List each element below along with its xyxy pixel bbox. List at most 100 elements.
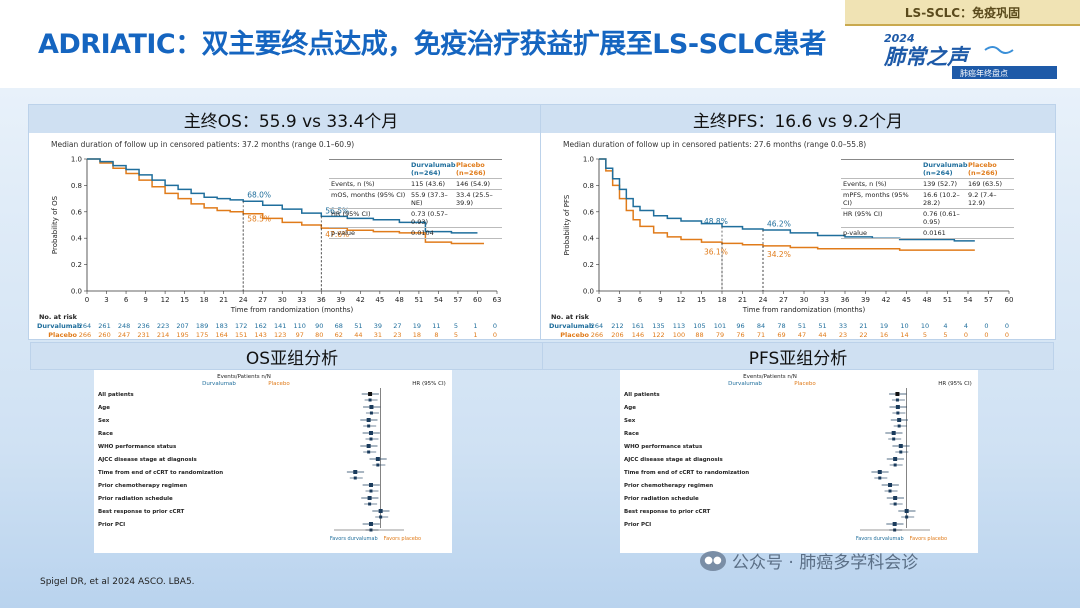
x-tick-label: 57 [984, 296, 993, 304]
os-forest-durva-header: Durvalumab [202, 381, 236, 387]
os-row-key: HR (95% CI) [331, 210, 371, 218]
pfs-forest-row-label: Race [624, 431, 639, 437]
os-risk-placebo-value: 260 [98, 330, 111, 339]
pfs-row-key: HR (95% CI) [843, 210, 883, 218]
x-axis-label: Time from randomization (months) [742, 306, 866, 314]
os-forest-favours-placebo: Favors placebo [384, 536, 421, 542]
pfs-risk-durva-value: 105 [693, 321, 706, 330]
os-risk-placebo-value: 31 [373, 330, 382, 339]
os-forest-point-sub [369, 437, 373, 441]
x-tick-label: 21 [738, 296, 747, 304]
os-forest-point [368, 431, 373, 435]
pfs-risk-durva-value: 84 [756, 321, 766, 330]
os-forest-point [375, 457, 380, 461]
pfs-followup: Median duration of follow up in censored… [563, 140, 867, 149]
os-results-table: Durvalumab (n=264) Placebo (n=266) Events… [329, 159, 502, 239]
os-risk-placebo-value: 247 [117, 330, 131, 339]
pfs-risk-placebo-value: 14 [900, 330, 909, 339]
os-risk-title: No. at risk [38, 312, 77, 321]
x-tick-label: 15 [180, 296, 189, 304]
x-tick-label: 27 [779, 296, 788, 304]
os-forest-point-sub [367, 450, 371, 454]
os-risk-placebo-value: 5 [453, 330, 458, 339]
y-tick-label: 0.4 [583, 235, 595, 243]
pfs-risk-placebo-value: 47 [797, 330, 807, 339]
landmark-label: 34.2% [767, 250, 791, 259]
os-row-placebo [454, 209, 502, 227]
pfs-risk-durva-value: 51 [797, 321, 807, 330]
pfs-risk-durva-value: 161 [631, 321, 645, 330]
y-axis-label: Probability of OS [51, 195, 59, 254]
os-forest-row-label: Age [98, 405, 110, 411]
os-risk-placebo-value: 44 [354, 330, 363, 339]
pfs-row-placebo [966, 228, 1014, 238]
pfs-forest-placebo-header: Placebo [794, 381, 816, 387]
os-forest-point [353, 470, 358, 474]
conference-logo: 2024 肺常之声 肺癌年终盘点 [883, 32, 1057, 79]
pfs-risk-placebo-label: Placebo [560, 330, 589, 339]
pfs-forest-row-label: Best response to prior cCRT [624, 509, 711, 515]
os-risk-placebo-value: 164 [215, 330, 228, 339]
x-tick-label: 57 [453, 296, 462, 304]
pfs-forest-plot: Events/Patients n/N Durvalumab Placebo HR (… [620, 370, 978, 553]
x-tick-label: 12 [677, 296, 686, 304]
os-risk-durva-value: 172 [234, 321, 248, 330]
os-forest-point-sub [376, 463, 380, 467]
x-tick-label: 6 [638, 296, 643, 304]
os-forest-favours-durva: Favors durvalumab [330, 536, 378, 542]
os-risk-durva-value: 141 [274, 321, 287, 330]
os-forest-point-sub [367, 424, 371, 428]
citation: Spigel DR, et al 2024 ASCO. LBA5. [40, 577, 195, 587]
os-row-durva: 0.73 (0.57–0.93) [411, 210, 448, 226]
pfs-forest-row-label: All patients [624, 392, 660, 398]
pfs-risk-durva-value: 19 [879, 321, 889, 330]
x-tick-label: 12 [161, 296, 170, 304]
pfs-forest-point-sub [892, 437, 896, 441]
pfs-forest-point [891, 431, 896, 435]
pfs-forest-favours-placebo: Favors placebo [910, 536, 947, 542]
os-forest-row-label: Prior radiation schedule [98, 496, 173, 502]
landmark-label: 36.1% [704, 247, 728, 256]
pfs-risk-durva-value: 212 [611, 321, 624, 330]
os-risk-durva-value: 261 [98, 321, 111, 330]
pfs-forest-point [895, 405, 900, 409]
os-forest-events-header: Events/Patients n/N [217, 374, 271, 380]
os-row-durva: 55.9 (37.3–NE) [411, 191, 448, 207]
y-tick-label: 0.4 [71, 235, 83, 243]
os-col-placebo: Placebo (n=266) [456, 161, 486, 177]
pfs-panel: 主终PFS：16.6 vs 9.2个月 Median duration of f… [540, 104, 1056, 340]
pfs-row-durva: 16.6 (10.2–28.2) [923, 191, 960, 207]
os-risk-durva-value: 189 [195, 321, 209, 330]
pfs-forest-point-sub [896, 411, 900, 415]
os-risk-durva-value: 1 [473, 321, 478, 330]
os-forest-row-label: Prior chemotherapy regimen [98, 483, 187, 489]
section-tag: LS-SCLC：免疫巩固 [845, 0, 1080, 26]
os-risk-placebo-value: 195 [176, 330, 189, 339]
os-risk-placebo-value: 151 [234, 330, 248, 339]
os-risk-placebo-value: 123 [274, 330, 287, 339]
y-tick-label: 0.0 [71, 288, 82, 296]
durvalumab-curve [87, 158, 478, 234]
pfs-forest-point-sub [897, 424, 901, 428]
x-tick-label: 39 [336, 296, 345, 304]
x-tick-label: 0 [85, 296, 89, 304]
os-panel: 主终OS：55.9 vs 33.4个月 Median duration of f… [28, 104, 554, 340]
pfs-forest-row-label: Prior PCI [624, 522, 651, 528]
x-tick-label: 21 [219, 296, 228, 304]
os-forest-point [378, 509, 383, 513]
x-tick-label: 33 [820, 296, 829, 304]
os-forest-placebo-header: Placebo [268, 381, 290, 387]
pfs-risk-title: No. at risk [550, 312, 589, 321]
os-forest-row-label: WHO performance status [98, 444, 177, 450]
pfs-risk-placebo-value: 266 [590, 330, 604, 339]
y-tick-label: 0.6 [583, 208, 595, 216]
pfs-forest-events-header: Events/Patients n/N [743, 374, 797, 380]
pfs-risk-placebo-value: 0 [1004, 330, 1010, 339]
watermark-text: 公众号 · 肺癌多学科会诊 [732, 553, 919, 573]
os-risk-placebo-label: Placebo [48, 330, 77, 339]
os-risk-durva-value: 68 [334, 321, 343, 330]
os-row-key: mOS, months (95% CI) [331, 191, 406, 199]
x-axis-label: Time from randomization (months) [230, 306, 354, 314]
pfs-row-key: Events, n (%) [843, 180, 887, 188]
os-forest-point-sub [369, 411, 373, 415]
